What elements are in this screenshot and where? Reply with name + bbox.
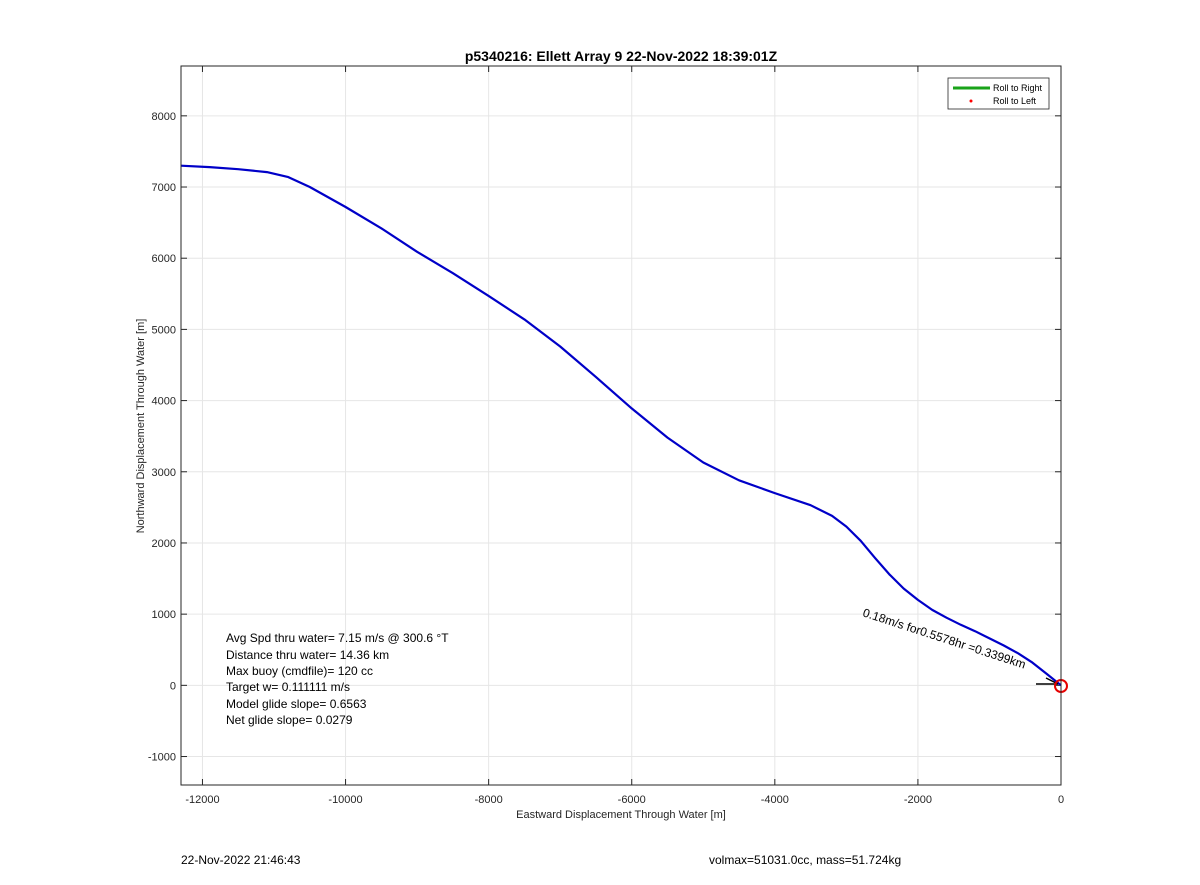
y-tick-label: 6000 [152,253,176,265]
y-tick-label: -1000 [148,752,176,764]
y-tick-label: 8000 [152,111,176,123]
y-tick-label: 0 [170,680,176,692]
x-tick-label: -2000 [904,794,932,806]
y-tick-label: 7000 [152,182,176,194]
legend-label-roll-right: Roll to Right [993,83,1043,93]
y-axis-label: Northward Displacement Through Water [m] [135,319,147,534]
footer-timestamp: 22-Nov-2022 21:46:43 [181,853,301,867]
grid [181,66,1062,785]
annotation-net-glide: Net glide slope= 0.0279 [226,713,353,727]
stats-annotations: Avg Spd thru water= 7.15 m/s @ 300.6 °T … [226,631,449,727]
trajectory-line [180,164,1062,687]
y-tick-label: 4000 [152,396,176,408]
x-tick-label: -12000 [185,794,219,806]
chart-title: p5340216: Ellett Array 9 22-Nov-2022 18:… [465,48,778,64]
x-tick-label: -8000 [475,794,503,806]
y-tick-label: 3000 [152,467,176,479]
x-tick-label: -10000 [328,794,362,806]
annotation-target-w: Target w= 0.111111 m/s [226,680,350,694]
annotation-max-buoy: Max buoy (cmdfile)= 120 cc [226,664,373,678]
series-layer [180,164,1062,687]
x-tick-label: -4000 [761,794,789,806]
annotation-distance: Distance thru water= 14.36 km [226,648,389,662]
legend-label-roll-left: Roll to Left [993,96,1037,106]
legend-swatch-roll-left [969,99,973,103]
x-tick-label: 0 [1058,794,1064,806]
y-tick-label: 5000 [152,324,176,336]
y-tick-label: 2000 [152,538,176,550]
x-tick-label: -6000 [618,794,646,806]
axis-ticks: -12000 -10000 -8000 -6000 -4000 -2000 0-100001… [148,66,1064,806]
annotation-model-glide: Model glide slope= 0.6563 [226,697,367,711]
plot-area [181,66,1061,785]
legend: Roll to Right Roll to Left [947,77,1050,110]
axes-box [180,65,1062,786]
x-axis-label: Eastward Displacement Through Water [m] [516,809,726,821]
footer-mass-info: volmax=51031.0cc, mass=51.724kg [709,853,902,867]
y-tick-label: 1000 [152,609,176,621]
annotation-avg-speed: Avg Spd thru water= 7.15 m/s @ 300.6 °T [226,631,449,645]
legend-box [947,77,1050,110]
